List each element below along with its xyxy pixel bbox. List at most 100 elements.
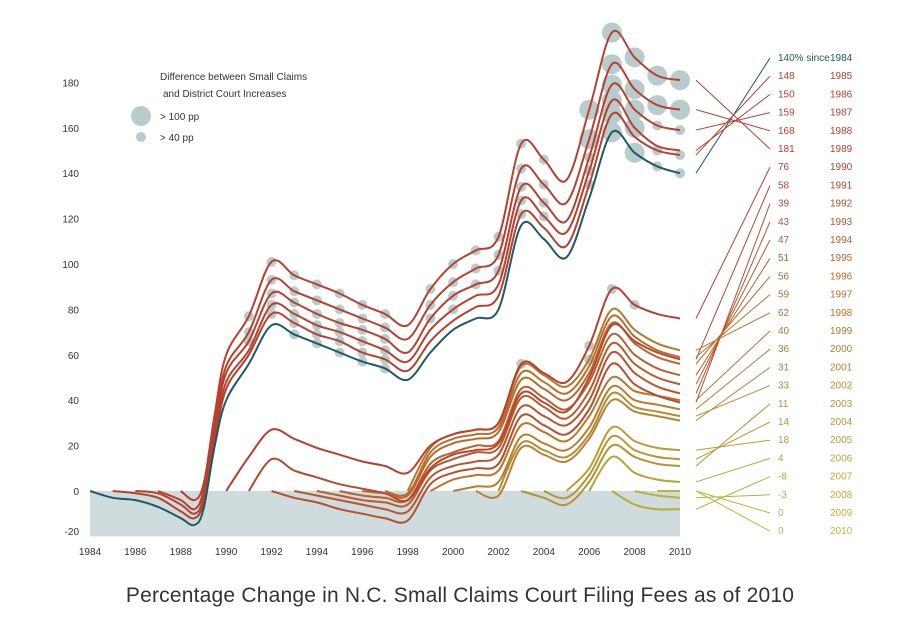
series-line-2003 xyxy=(520,443,681,507)
y-tick-label: 140 xyxy=(62,169,79,180)
series-line-1995 xyxy=(339,332,681,504)
end-label-year: 1988 xyxy=(830,126,853,137)
legend-big-bubble xyxy=(131,106,151,126)
end-label-year: 1984 xyxy=(830,53,853,64)
y-tick-label: -20 xyxy=(65,527,80,538)
connector-line xyxy=(695,294,771,358)
legend-big-label: > 100 pp xyxy=(160,112,200,123)
series-line-1991 xyxy=(247,323,681,503)
legend-small-label: > 40 pp xyxy=(160,133,194,144)
connector-line xyxy=(695,476,771,510)
end-label-year: 1996 xyxy=(830,271,853,282)
end-label-value: 43 xyxy=(778,217,790,228)
end-label-year: 2006 xyxy=(830,453,853,464)
end-label-value: 40 xyxy=(778,326,790,337)
series-line-2002 xyxy=(497,391,681,492)
x-tick-label: 1984 xyxy=(79,547,102,558)
series-line-1988 xyxy=(180,61,681,502)
series-line-1989 xyxy=(202,29,681,492)
difference-bubble xyxy=(675,150,685,161)
series-line-1997 xyxy=(384,314,681,497)
series-line-2004 xyxy=(543,434,681,500)
series-line-1987 xyxy=(157,82,681,511)
series-line-1999 xyxy=(429,375,681,492)
end-label-year: 1995 xyxy=(830,253,853,264)
x-tick-label: 1988 xyxy=(170,547,193,558)
connector-line xyxy=(695,239,771,385)
series-line-1993 xyxy=(293,350,681,515)
x-tick-label: 2008 xyxy=(623,547,646,558)
end-label-year: 1991 xyxy=(830,180,853,191)
end-label-year: 2007 xyxy=(830,472,853,483)
x-tick-label: 2002 xyxy=(487,547,510,558)
end-label-value: 168 xyxy=(778,126,795,137)
y-tick-label: 80 xyxy=(68,305,80,316)
end-label-value: 181 xyxy=(778,144,795,155)
series-line-2006 xyxy=(588,455,681,492)
chart-title: Percentage Change in N.C. Small Claims C… xyxy=(125,584,795,607)
end-label-year: 1990 xyxy=(830,162,853,173)
end-label-year: 1987 xyxy=(830,108,853,119)
end-label-value: 33 xyxy=(778,381,790,392)
y-tick-label: 40 xyxy=(68,396,80,407)
end-label-value: 76 xyxy=(778,162,790,173)
end-label-year: 1993 xyxy=(830,217,853,228)
connector-line xyxy=(695,348,771,410)
series-line-1990 xyxy=(225,286,681,492)
connector-line xyxy=(695,421,771,460)
end-label-year: 2000 xyxy=(830,344,853,355)
difference-bubble xyxy=(670,70,690,91)
series-line-2008 xyxy=(634,490,681,499)
connector-line xyxy=(695,257,771,376)
series-line-1994 xyxy=(316,341,681,508)
connector-line xyxy=(695,75,771,156)
label-connectors xyxy=(695,57,771,532)
connector-line xyxy=(695,490,771,514)
series-lines xyxy=(89,29,681,527)
end-label-value: 159 xyxy=(778,108,795,119)
end-label-value: -3 xyxy=(778,490,787,501)
connector-line xyxy=(695,79,771,150)
end-label-year: 2001 xyxy=(830,362,853,373)
y-tick-label: 0 xyxy=(73,487,79,498)
end-label-value: 58 xyxy=(778,180,790,191)
x-tick-label: 1994 xyxy=(306,547,329,558)
series-line-1998 xyxy=(406,307,681,492)
axes: 1984 1986 1988 1990 1992 1994 1996 1998 2000 2002… xyxy=(62,78,691,558)
end-label-year: 1992 xyxy=(830,199,853,210)
y-tick-label: 160 xyxy=(62,124,79,135)
end-label-value: 36 xyxy=(778,344,790,355)
end-label-year: 2009 xyxy=(830,508,853,519)
series-line-2007 xyxy=(611,490,681,511)
connector-line xyxy=(695,385,771,417)
end-label-year: 1998 xyxy=(830,308,853,319)
connector-line xyxy=(695,403,771,467)
connector-line xyxy=(695,221,771,394)
end-label-year: 2005 xyxy=(830,435,853,446)
series-line-1992 xyxy=(271,362,681,524)
end-label-year: 2002 xyxy=(830,381,853,392)
x-tick-label: 1990 xyxy=(215,547,238,558)
connector-line xyxy=(695,439,771,451)
y-tick-label: 100 xyxy=(62,260,79,271)
end-label-value: 56 xyxy=(778,271,790,282)
end-label-value: 4 xyxy=(778,453,784,464)
connector-line xyxy=(695,94,771,151)
y-tick-label: 60 xyxy=(68,351,80,362)
end-label-year: 2008 xyxy=(830,490,853,501)
x-tick-label: 1992 xyxy=(260,547,283,558)
connector-line xyxy=(695,330,771,401)
y-tick-label: 20 xyxy=(68,442,80,453)
series-line-1985 xyxy=(112,111,681,520)
end-label-value: 59 xyxy=(778,290,790,301)
connector-line xyxy=(695,490,771,532)
x-tick-label: 2006 xyxy=(578,547,601,558)
y-tick-label: 120 xyxy=(62,215,79,226)
x-tick-label: 1986 xyxy=(124,547,147,558)
series-line-2000 xyxy=(452,384,681,492)
x-tick-label: 1996 xyxy=(351,547,374,558)
x-tick-label: 2000 xyxy=(442,547,465,558)
end-label-value: 150 xyxy=(778,89,795,100)
end-label-value: 148 xyxy=(778,71,795,82)
